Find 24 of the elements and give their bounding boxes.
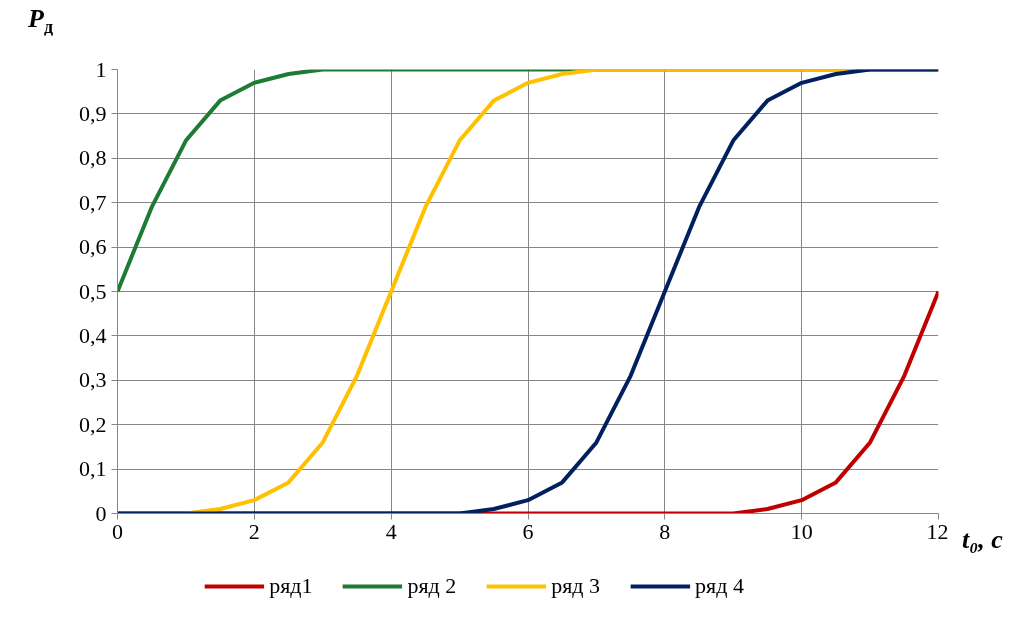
legend-label: ряд 3: [551, 573, 601, 599]
legend-label: ряд1: [269, 573, 313, 599]
legend-label: ряд 4: [695, 573, 744, 599]
y-axis-title: P$_{д}$: [28, 3, 53, 40]
y-tick-label: 0,3: [79, 367, 107, 393]
y-tick-label: 0,4: [79, 322, 107, 348]
x-tick-label: 0: [112, 518, 123, 544]
x-tick-label: 4: [385, 518, 397, 544]
y-tick-label: 0,9: [79, 100, 107, 126]
y-tick-label: 0,6: [79, 234, 107, 260]
legend-label: ряд 2: [407, 573, 457, 599]
y-tick-label: 0: [95, 500, 107, 526]
x-axis-title: t₀, с: [962, 524, 1003, 556]
y-tick-label: 1: [95, 56, 107, 82]
x-tick-label: 8: [659, 518, 671, 544]
y-tick-label: 0,1: [79, 456, 107, 482]
y-tick-label: 0,7: [79, 189, 107, 215]
x-tick-label: 10: [790, 518, 813, 544]
y-tick-label: 0,8: [79, 145, 107, 171]
x-tick-label: 6: [522, 518, 534, 544]
x-tick-label: 12: [926, 518, 949, 544]
x-tick-label: 2: [248, 518, 260, 544]
y-tick-label: 0,2: [79, 411, 107, 437]
y-tick-label: 0,5: [79, 278, 107, 304]
